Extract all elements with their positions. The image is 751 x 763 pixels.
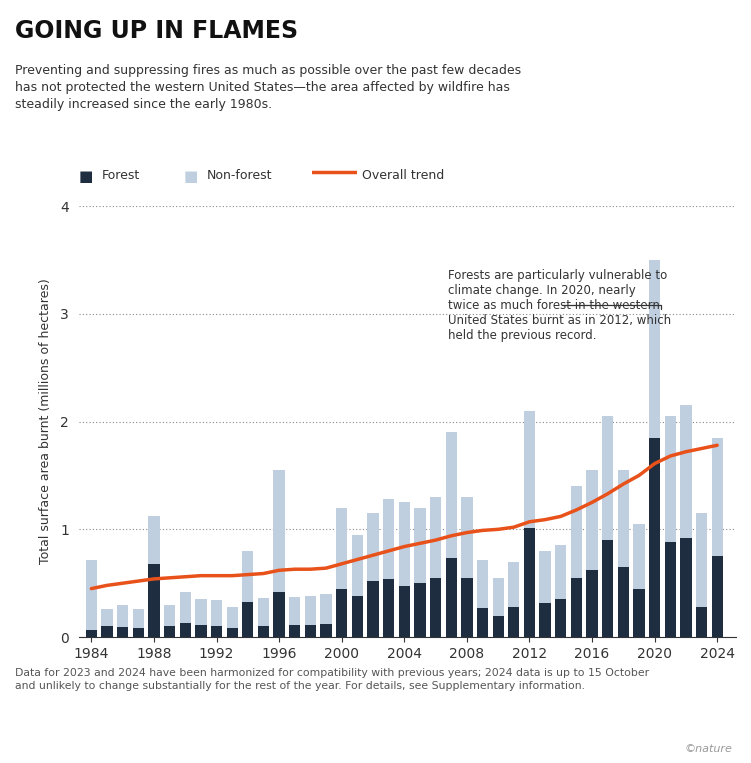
Bar: [680, 538, 692, 637]
Bar: [493, 616, 504, 637]
Bar: [258, 598, 269, 637]
Bar: [195, 600, 207, 637]
Bar: [696, 513, 707, 637]
Text: Overall trend: Overall trend: [362, 169, 445, 182]
Bar: [336, 588, 347, 637]
Bar: [430, 578, 441, 637]
Bar: [602, 540, 614, 637]
Bar: [711, 556, 722, 637]
Bar: [461, 578, 472, 637]
Bar: [445, 433, 457, 637]
Bar: [523, 528, 535, 637]
Bar: [461, 497, 472, 637]
Bar: [117, 627, 128, 637]
Bar: [399, 587, 410, 637]
Bar: [101, 609, 113, 637]
Bar: [273, 470, 285, 637]
Bar: [258, 626, 269, 637]
Bar: [587, 570, 598, 637]
Bar: [523, 410, 535, 637]
Text: ■: ■: [184, 169, 198, 185]
Bar: [617, 567, 629, 637]
Text: Non-forest: Non-forest: [207, 169, 272, 182]
Bar: [321, 624, 332, 637]
Bar: [477, 608, 488, 637]
Bar: [351, 596, 363, 637]
Bar: [633, 524, 644, 637]
Y-axis label: Total surface area burnt (millions of hectares): Total surface area burnt (millions of he…: [39, 278, 52, 565]
Bar: [273, 592, 285, 637]
Bar: [633, 588, 644, 637]
Text: ©nature: ©nature: [684, 744, 732, 754]
Bar: [164, 626, 175, 637]
Bar: [665, 416, 676, 637]
Bar: [117, 605, 128, 637]
Bar: [602, 416, 614, 637]
Bar: [101, 626, 113, 637]
Bar: [555, 546, 566, 637]
Bar: [227, 629, 238, 637]
Bar: [571, 486, 582, 637]
Bar: [617, 470, 629, 637]
Text: Preventing and suppressing fires as much as possible over the past few decades
h: Preventing and suppressing fires as much…: [15, 64, 521, 111]
Bar: [242, 551, 253, 637]
Bar: [289, 597, 300, 637]
Text: GOING UP IN FLAMES: GOING UP IN FLAMES: [15, 19, 298, 43]
Bar: [211, 600, 222, 637]
Bar: [86, 559, 97, 637]
Bar: [164, 605, 175, 637]
Bar: [555, 600, 566, 637]
Bar: [680, 405, 692, 637]
Bar: [415, 583, 426, 637]
Bar: [336, 508, 347, 637]
Bar: [493, 578, 504, 637]
Text: Forest: Forest: [101, 169, 140, 182]
Bar: [305, 596, 316, 637]
Bar: [383, 499, 394, 637]
Bar: [399, 502, 410, 637]
Bar: [86, 629, 97, 637]
Bar: [367, 513, 379, 637]
Bar: [649, 260, 660, 637]
Text: Data for 2023 and 2024 have been harmonized for compatibility with previous year: Data for 2023 and 2024 have been harmoni…: [15, 668, 649, 691]
Bar: [321, 594, 332, 637]
Bar: [711, 438, 722, 637]
Bar: [571, 578, 582, 637]
Bar: [649, 438, 660, 637]
Bar: [133, 629, 144, 637]
Bar: [508, 562, 520, 637]
Bar: [211, 626, 222, 637]
Bar: [305, 625, 316, 637]
Bar: [665, 542, 676, 637]
Bar: [148, 564, 159, 637]
Bar: [383, 579, 394, 637]
Bar: [539, 603, 550, 637]
Bar: [430, 497, 441, 637]
Bar: [289, 625, 300, 637]
Bar: [133, 609, 144, 637]
Bar: [179, 592, 191, 637]
Bar: [696, 607, 707, 637]
Bar: [367, 581, 379, 637]
Bar: [242, 601, 253, 637]
Text: Forests are particularly vulnerable to
climate change. In 2020, nearly
twice as : Forests are particularly vulnerable to c…: [448, 269, 671, 342]
Bar: [227, 607, 238, 637]
Text: ■: ■: [79, 169, 93, 185]
Bar: [351, 535, 363, 637]
Bar: [587, 470, 598, 637]
Bar: [539, 551, 550, 637]
Bar: [415, 508, 426, 637]
Bar: [195, 625, 207, 637]
Bar: [477, 559, 488, 637]
Bar: [508, 607, 520, 637]
Bar: [445, 559, 457, 637]
Bar: [148, 517, 159, 637]
Bar: [179, 623, 191, 637]
